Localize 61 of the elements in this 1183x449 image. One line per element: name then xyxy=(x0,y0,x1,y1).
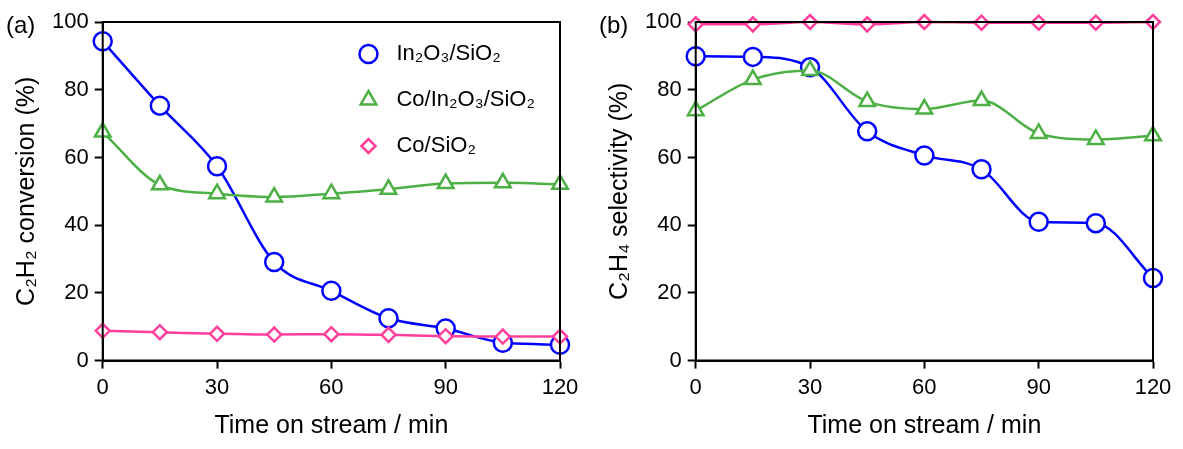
point xyxy=(322,183,341,200)
point xyxy=(493,172,512,189)
point xyxy=(208,325,226,343)
point xyxy=(151,323,169,341)
point xyxy=(206,155,228,177)
y-tick-label: 100 xyxy=(51,8,89,34)
point xyxy=(323,325,340,343)
x-tick-label: 60 xyxy=(319,373,344,399)
y-tick-label: 80 xyxy=(64,75,89,101)
legend-label: Co/In₂O₃/SiO₂ xyxy=(396,86,536,112)
y-tick-label: 40 xyxy=(64,211,89,237)
y-tick-label: 40 xyxy=(657,211,682,237)
y-tick-label: 60 xyxy=(64,143,89,169)
y-tick-label: 20 xyxy=(64,278,89,304)
point xyxy=(972,90,991,107)
point xyxy=(856,121,878,142)
x-tick-label: 60 xyxy=(912,373,937,399)
point xyxy=(265,186,284,203)
point xyxy=(1085,212,1107,234)
y-tick-label: 20 xyxy=(657,278,682,304)
y-axis-title: C₂H₄ selectivity (%) xyxy=(603,82,632,300)
y-tick-label: 80 xyxy=(657,75,682,101)
point xyxy=(1028,211,1049,233)
y-tick-label: 0 xyxy=(76,346,89,372)
point xyxy=(858,91,877,108)
chart-title: (a) xyxy=(6,10,36,38)
x-tick-label: 30 xyxy=(797,373,823,399)
point xyxy=(265,326,283,343)
point xyxy=(915,98,934,115)
point xyxy=(150,174,169,191)
y-tick-label: 100 xyxy=(644,8,682,34)
x-tick-label: 90 xyxy=(1026,373,1051,399)
point xyxy=(437,327,454,345)
point xyxy=(207,183,227,200)
y-axis-title: C₂H₂ conversion (%) xyxy=(10,76,39,306)
chart-title: (b) xyxy=(599,10,629,38)
point xyxy=(742,46,764,68)
point xyxy=(263,251,285,273)
point xyxy=(436,173,455,190)
point xyxy=(380,326,397,344)
point xyxy=(494,328,512,345)
x-axis-title: Time on stream / min xyxy=(214,409,449,438)
legend-label: Co/SiO₂ xyxy=(396,132,476,158)
y-tick-label: 60 xyxy=(657,143,682,169)
x-axis-title: Time on stream / min xyxy=(807,409,1042,438)
x-tick-label: 120 xyxy=(541,373,579,399)
point xyxy=(971,159,992,180)
point xyxy=(378,308,399,329)
y-tick-label: 0 xyxy=(669,346,682,372)
point xyxy=(1029,123,1048,140)
x-tick-label: 30 xyxy=(204,373,230,399)
point xyxy=(1086,129,1105,146)
x-tick-label: 0 xyxy=(96,373,109,399)
x-tick-label: 90 xyxy=(433,373,458,399)
point xyxy=(743,69,762,86)
point xyxy=(379,179,398,196)
point xyxy=(321,280,342,302)
legend-label: In₂O₃/SiO₂ xyxy=(396,40,501,66)
point xyxy=(914,145,935,166)
x-tick-label: 120 xyxy=(1134,373,1172,399)
x-tick-label: 0 xyxy=(689,373,702,399)
